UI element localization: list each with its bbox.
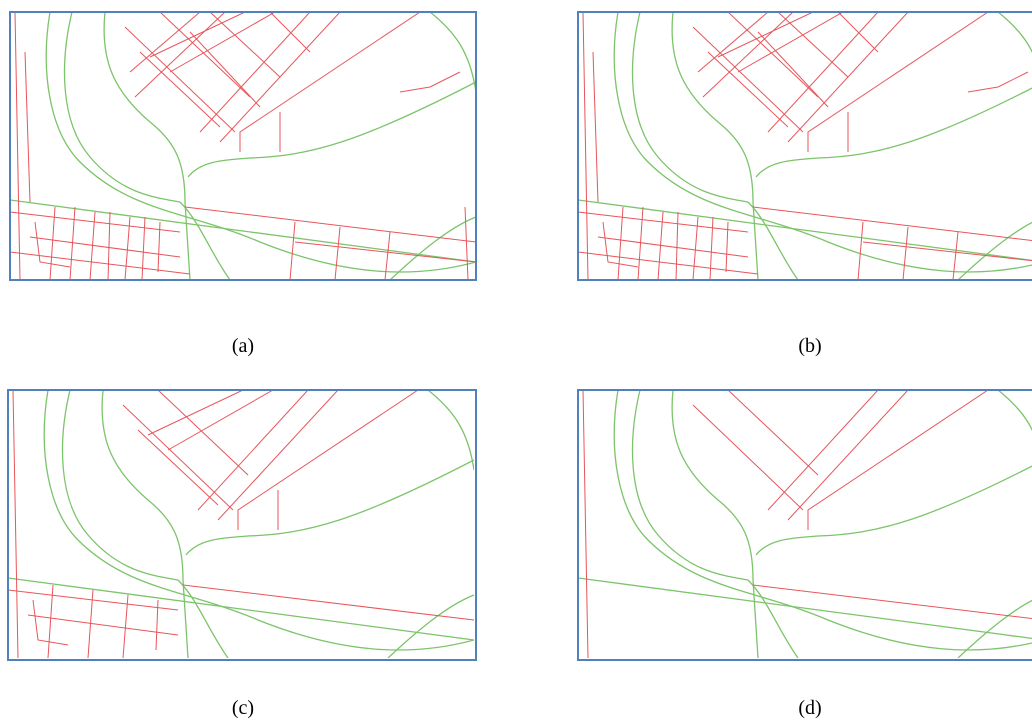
panel-caption: (b) (798, 335, 821, 357)
map-panel (578, 12, 1032, 280)
page: (a) (b) (c) (d) (() => { const data = JS… (0, 0, 1032, 720)
map-panel (8, 390, 476, 660)
panel-caption: (c) (232, 697, 254, 719)
panel-caption: (d) (798, 697, 821, 719)
map-panel (578, 390, 1032, 660)
figure: (a) (b) (c) (d) (0, 0, 1032, 720)
panel-caption: (a) (232, 335, 254, 357)
map-panel (10, 12, 476, 280)
